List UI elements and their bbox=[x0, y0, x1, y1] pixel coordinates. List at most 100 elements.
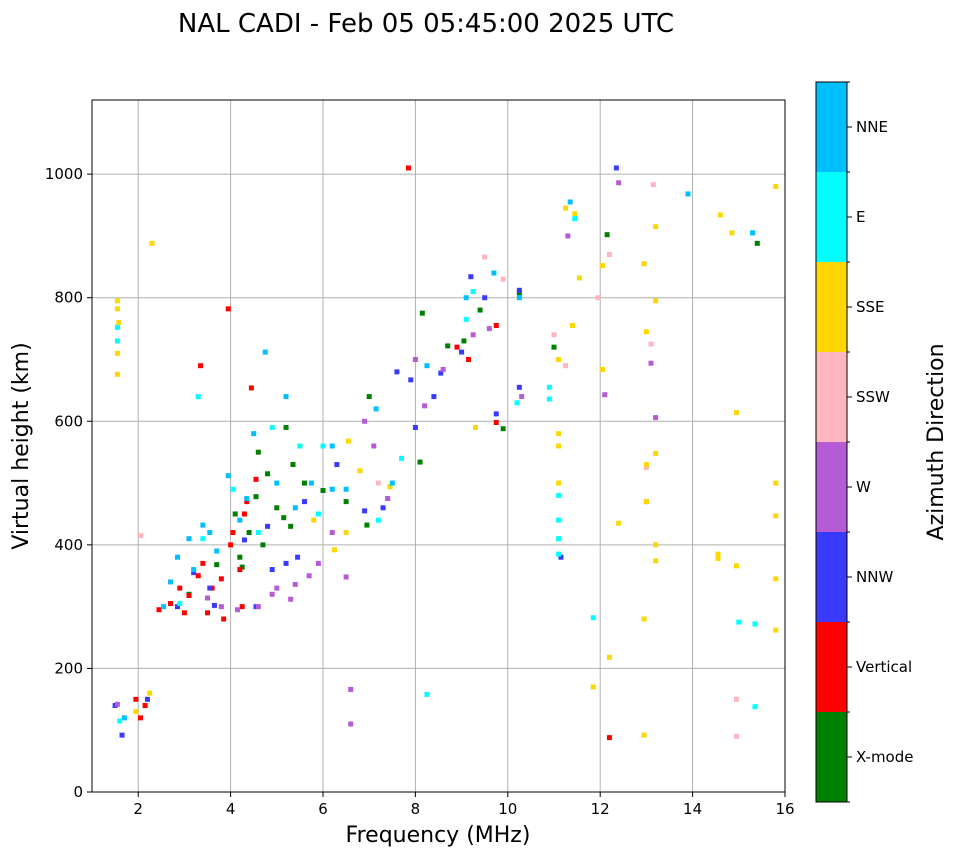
data-point bbox=[253, 494, 259, 500]
data-point bbox=[516, 287, 522, 293]
data-point bbox=[773, 480, 779, 486]
data-point bbox=[486, 326, 492, 332]
data-point bbox=[606, 735, 612, 741]
y-tick-label: 1000 bbox=[45, 165, 83, 183]
series-nnw bbox=[112, 165, 619, 738]
y-tick-label: 200 bbox=[54, 659, 83, 677]
data-point bbox=[558, 554, 564, 560]
data-point bbox=[253, 476, 259, 482]
colorbar-swatch bbox=[816, 262, 847, 352]
data-point bbox=[643, 499, 649, 505]
y-tick-label: 800 bbox=[54, 289, 83, 307]
series-sse bbox=[114, 184, 779, 738]
data-point bbox=[653, 450, 659, 456]
data-point bbox=[729, 230, 735, 236]
chart-title: NAL CADI - Feb 05 05:45:00 2025 UTC bbox=[178, 9, 674, 39]
colorbar-label: NNE bbox=[856, 118, 888, 136]
colorbar-swatch bbox=[816, 172, 847, 262]
data-point bbox=[292, 581, 298, 587]
data-point bbox=[653, 224, 659, 230]
data-point bbox=[468, 274, 474, 280]
data-point bbox=[563, 205, 569, 211]
data-point bbox=[419, 310, 425, 316]
data-point bbox=[602, 392, 608, 398]
data-point bbox=[308, 480, 314, 486]
data-point bbox=[255, 530, 261, 535]
data-point bbox=[463, 295, 469, 301]
data-point bbox=[174, 604, 180, 610]
data-point bbox=[641, 616, 647, 622]
data-point bbox=[556, 357, 562, 362]
data-point bbox=[274, 480, 280, 486]
data-point bbox=[329, 443, 335, 449]
data-point bbox=[288, 596, 294, 602]
data-point bbox=[606, 654, 612, 660]
data-point bbox=[408, 377, 414, 383]
data-point bbox=[241, 537, 247, 543]
colorbar-label: E bbox=[856, 208, 865, 226]
data-point bbox=[198, 363, 204, 369]
data-point bbox=[311, 517, 317, 523]
data-point bbox=[422, 403, 428, 409]
data-point bbox=[516, 295, 522, 301]
data-point bbox=[551, 332, 557, 338]
data-point bbox=[572, 211, 578, 217]
data-point bbox=[283, 560, 289, 566]
plot-frame bbox=[91, 99, 786, 793]
data-point bbox=[556, 431, 562, 437]
data-point bbox=[211, 602, 217, 608]
data-point bbox=[362, 418, 368, 424]
data-point bbox=[297, 443, 303, 449]
data-point bbox=[177, 585, 183, 591]
data-point bbox=[461, 338, 467, 344]
data-point bbox=[237, 567, 243, 573]
data-point bbox=[717, 212, 723, 218]
data-point bbox=[302, 499, 308, 505]
data-point bbox=[288, 523, 294, 529]
data-point bbox=[292, 505, 298, 511]
data-point bbox=[715, 555, 721, 561]
data-point bbox=[329, 486, 335, 492]
data-point bbox=[565, 233, 571, 239]
colorbar-label: SSW bbox=[856, 388, 890, 406]
data-point bbox=[431, 394, 437, 400]
data-point bbox=[616, 180, 622, 186]
data-point bbox=[641, 732, 647, 738]
data-point bbox=[133, 709, 139, 715]
data-point bbox=[493, 323, 499, 329]
data-point bbox=[454, 344, 460, 350]
data-point bbox=[221, 616, 227, 622]
data-point bbox=[138, 533, 144, 539]
data-point bbox=[161, 604, 167, 610]
data-point bbox=[650, 182, 656, 188]
data-point bbox=[477, 307, 483, 313]
series-e bbox=[114, 216, 758, 724]
data-point bbox=[228, 542, 234, 548]
data-point bbox=[380, 505, 386, 511]
data-point bbox=[302, 480, 308, 486]
colorbar-swatch bbox=[816, 622, 847, 712]
data-point bbox=[149, 240, 155, 246]
data-point bbox=[225, 306, 231, 312]
data-point bbox=[239, 604, 245, 610]
data-point bbox=[345, 438, 351, 444]
colorbar-swatch bbox=[816, 442, 847, 532]
data-point bbox=[237, 554, 243, 560]
x-tick-label: 8 bbox=[411, 800, 421, 818]
data-point bbox=[556, 492, 562, 498]
data-point bbox=[114, 324, 120, 330]
data-point bbox=[186, 593, 192, 599]
data-point bbox=[643, 462, 649, 468]
colorbar-swatch bbox=[816, 532, 847, 622]
data-point bbox=[556, 551, 562, 557]
data-point bbox=[230, 486, 236, 492]
data-point bbox=[773, 627, 779, 633]
colorbar-label: NNW bbox=[856, 568, 893, 586]
data-point bbox=[207, 585, 213, 591]
data-point bbox=[117, 718, 123, 724]
data-point bbox=[269, 567, 275, 573]
data-point bbox=[218, 576, 224, 582]
data-point bbox=[283, 394, 289, 400]
data-point bbox=[375, 517, 381, 523]
data-point bbox=[114, 306, 120, 312]
